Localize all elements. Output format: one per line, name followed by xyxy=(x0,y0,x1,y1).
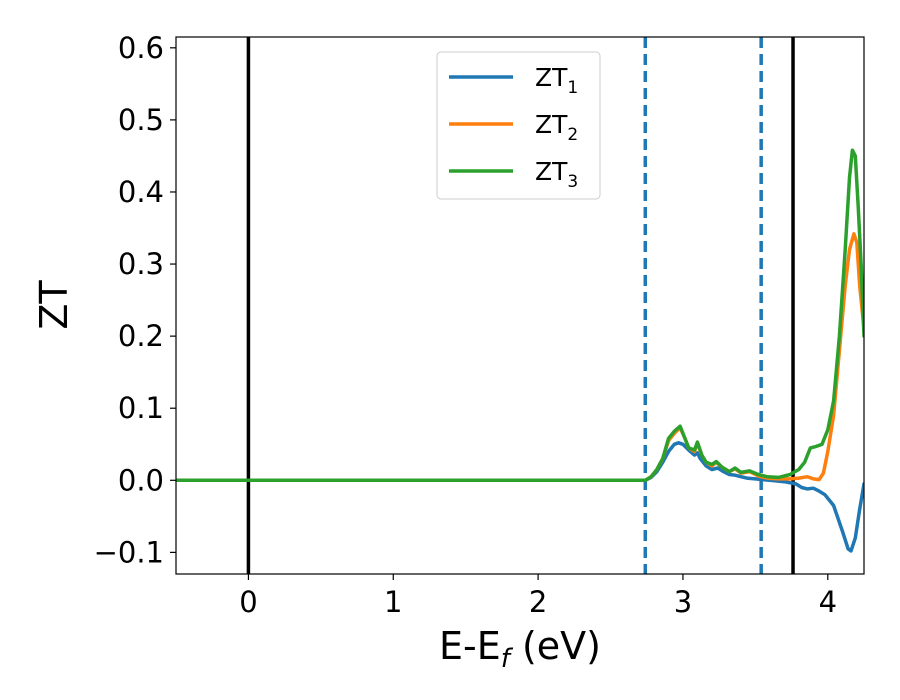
plot-frame xyxy=(175,36,865,575)
x-tick-label: 3 xyxy=(674,585,692,619)
y-tick-label: 0.4 xyxy=(118,175,164,209)
x-axis: 0 1 2 3 4 xyxy=(239,574,837,619)
series-line-zt1 xyxy=(176,441,864,553)
series-line-zt2 xyxy=(176,232,864,483)
y-tick-label: 0.1 xyxy=(118,391,164,425)
y-tick-label: 0.5 xyxy=(118,103,164,137)
series-line-zt3 xyxy=(176,148,864,483)
x-tick-label: 2 xyxy=(529,585,547,619)
y-axis: −0.1 0.0 0.1 0.2 0.3 0.4 0.5 0.6 xyxy=(94,31,176,569)
legend-label-subscript: 1 xyxy=(567,78,578,98)
y-tick-label: 0.0 xyxy=(118,463,164,497)
x-tick-label: 1 xyxy=(384,585,402,619)
x-axis-label-main: E-E xyxy=(439,624,501,668)
x-tick-label: 0 xyxy=(239,585,257,619)
legend-label-subscript: 2 xyxy=(567,125,578,145)
legend-label-subscript: 3 xyxy=(567,172,578,192)
y-tick-label: 0.3 xyxy=(118,247,164,281)
x-axis-label: E-Ef (eV) xyxy=(439,624,601,674)
y-axis-label: ZT xyxy=(32,280,76,330)
y-tick-label: −0.1 xyxy=(94,535,164,569)
x-tick-label: 4 xyxy=(819,585,837,619)
y-tick-label: 0.2 xyxy=(118,319,164,353)
y-tick-label: 0.6 xyxy=(118,31,164,65)
series-lines xyxy=(176,148,864,553)
x-axis-label-unit: (eV) xyxy=(510,624,601,668)
legend-box xyxy=(436,51,601,200)
